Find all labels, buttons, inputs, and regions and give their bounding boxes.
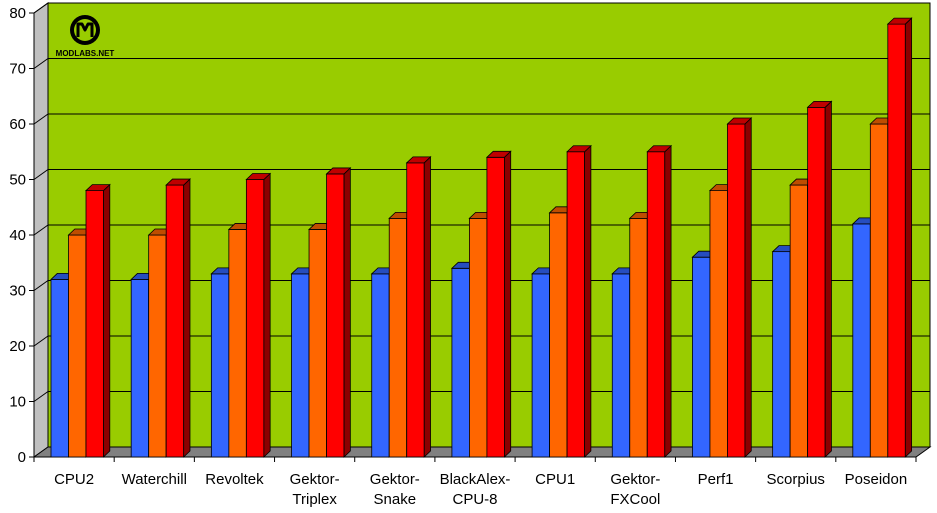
bar-side: [744, 117, 752, 458]
bar-front: [789, 184, 809, 458]
bar-front: [308, 229, 327, 458]
gridline-depth: [33, 280, 49, 291]
bar-front: [486, 156, 505, 458]
x-tick-label: Poseidon: [845, 471, 908, 488]
x-tick-label: FXCool: [610, 491, 660, 508]
bar-top: [405, 156, 432, 164]
bar-front: [210, 273, 230, 458]
bar-front: [531, 273, 550, 458]
bar-side: [664, 144, 672, 458]
bar-front: [469, 217, 488, 458]
bar-front: [566, 151, 585, 458]
logo-mark-icon: [76, 22, 94, 37]
gridline-depth: [33, 2, 49, 14]
y-tick-label: 80: [9, 5, 26, 22]
x-tick-label: CPU-8: [452, 491, 497, 508]
bar-front: [388, 217, 408, 458]
x-tick-label: Triplex: [292, 491, 337, 508]
bar-top: [245, 173, 272, 180]
bar-front: [130, 278, 150, 458]
gridline-depth: [33, 58, 49, 69]
logo-text: MODLABS.NET: [56, 49, 115, 58]
bar-front: [629, 217, 648, 458]
bar-side: [343, 167, 351, 458]
x-tick-label: Revoltek: [205, 471, 264, 488]
bar-front: [772, 251, 791, 458]
y-tick-label: 30: [9, 283, 26, 300]
bar-front: [228, 229, 247, 458]
bar-front: [727, 123, 746, 458]
bar-top: [806, 100, 833, 108]
gridline-depth: [33, 113, 49, 125]
bar-front: [291, 273, 310, 458]
bar-top: [566, 145, 592, 153]
bar-front: [646, 151, 666, 458]
bar-front: [165, 184, 185, 458]
y-tick-label: 20: [9, 338, 26, 355]
x-tick-label: Waterchill: [122, 471, 187, 488]
bar-front: [692, 256, 711, 458]
bar-side: [423, 155, 431, 458]
bar-front: [709, 190, 728, 458]
gridline-depth: [33, 224, 49, 236]
bar-side: [103, 183, 111, 458]
bar-front: [549, 212, 568, 458]
bar-side: [504, 150, 512, 458]
y-tick-label: 50: [9, 172, 26, 189]
x-tick-label: Snake: [374, 491, 417, 508]
x-tick-label: Gektor-: [610, 471, 660, 488]
gridline-depth: [33, 335, 49, 347]
x-tick-label: BlackAlex-: [440, 471, 511, 488]
bar-front: [807, 106, 826, 458]
bar-top: [646, 145, 673, 153]
y-tick-label: 60: [9, 116, 26, 133]
y-tick-label: 70: [9, 61, 26, 78]
bar-front: [148, 234, 167, 458]
bar-front: [326, 173, 345, 458]
bar-top: [485, 150, 512, 158]
bar-front: [611, 273, 631, 458]
bar-front: [245, 179, 265, 458]
bar-side: [584, 144, 592, 458]
bar-top: [886, 17, 913, 25]
bar-top: [726, 117, 753, 125]
bar-top: [325, 167, 352, 175]
bar-top: [165, 178, 191, 186]
x-tick-label: Scorpius: [767, 471, 825, 488]
bar-front: [887, 23, 906, 458]
bar-front: [85, 190, 104, 458]
x-tick-label: CPU2: [54, 471, 94, 488]
bar-front: [451, 267, 470, 458]
bar-front: [406, 162, 425, 458]
bar-front: [869, 123, 889, 458]
bar-top: [84, 184, 111, 192]
bar-front: [50, 278, 69, 458]
bar-front: [68, 234, 87, 458]
x-tick-label: Gektor-: [290, 471, 340, 488]
bar-front: [852, 223, 871, 458]
bar-side: [183, 178, 191, 458]
bar-front: [371, 273, 390, 458]
gridline-depth: [33, 391, 49, 402]
y-tick-label: 10: [9, 394, 26, 411]
x-tick-label: CPU1: [535, 471, 575, 488]
bar-side: [904, 17, 913, 458]
x-tick-label: Gektor-: [370, 471, 420, 488]
bar-side: [263, 172, 271, 458]
x-tick-label: Perf1: [698, 471, 734, 488]
bar-side: [824, 100, 832, 458]
y-tick-label: 40: [9, 227, 26, 244]
gridline-depth: [33, 169, 49, 180]
y-tick-label: 0: [18, 449, 26, 466]
